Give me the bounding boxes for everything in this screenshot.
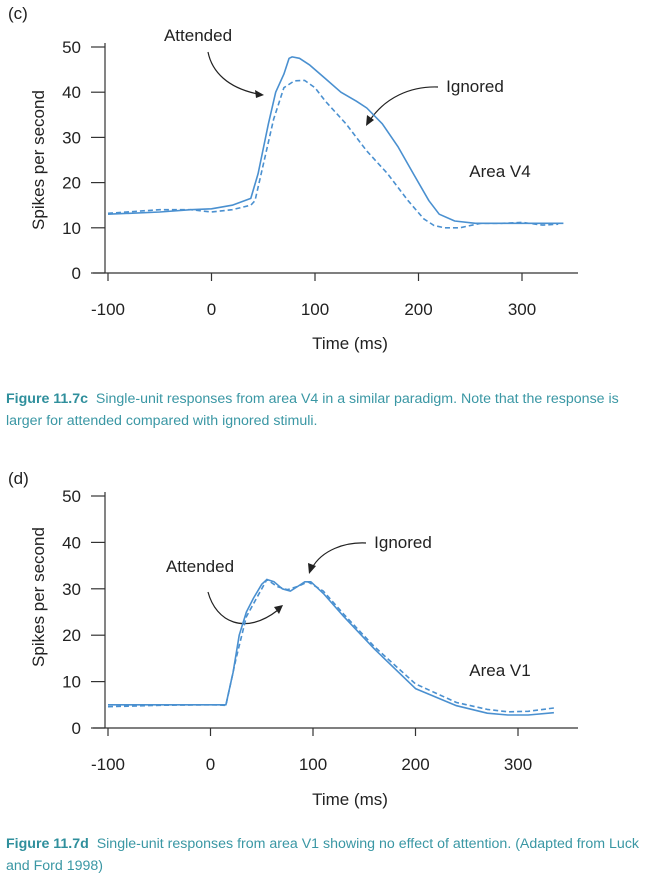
x-tick-label: 0 — [206, 755, 215, 774]
attended-label: Attended — [166, 557, 234, 576]
y-tick-label: 10 — [62, 673, 81, 692]
y-tick-label: 40 — [62, 83, 81, 102]
figure-caption-d: Figure 11.7d Single-unit responses from … — [6, 833, 658, 877]
attended-annotation-arrow — [207, 591, 283, 625]
x-axis-label: Time (ms) — [312, 334, 388, 353]
y-tick-label: 40 — [62, 533, 81, 552]
panel-letter: (c) — [8, 4, 28, 23]
axes: 0 10 20 30 40 50 -100 0 100 200 300 — [62, 487, 578, 774]
caption-text: Single-unit responses from area V1 showi… — [6, 836, 640, 874]
x-axis-label: Time (ms) — [312, 790, 388, 809]
y-tick-label: 30 — [62, 580, 81, 599]
ignored-label: Ignored — [374, 533, 432, 552]
series-line-ignored — [107, 79, 559, 229]
x-tick-label: 0 — [207, 300, 216, 319]
series-line-attended — [108, 578, 554, 716]
series-line-attended — [107, 56, 564, 225]
ignored-label: Ignored — [446, 77, 504, 96]
ignored-annotation-arrow — [308, 542, 367, 574]
y-tick-label: 20 — [62, 174, 81, 193]
y-tick-label: 30 — [62, 128, 81, 147]
x-tick-label: 200 — [404, 300, 432, 319]
y-tick-label: 50 — [62, 487, 81, 506]
attended-annotation-arrow — [207, 51, 264, 98]
chart-area-v1: (d) Spikes per second Time (ms) Attended… — [8, 469, 578, 809]
panel-letter: (d) — [8, 469, 29, 488]
caption-figure-number: Figure 11.7c — [6, 391, 89, 407]
figure-caption-c: Figure 11.7c Single-unit responses from … — [6, 388, 658, 432]
series-line-ignored — [107, 578, 555, 713]
x-tick-label: 300 — [504, 755, 532, 774]
ignored-annotation-arrow — [366, 86, 439, 126]
x-tick-label: -100 — [91, 755, 125, 774]
y-axis-label: Spikes per second — [29, 90, 48, 230]
y-tick-label: 20 — [62, 626, 81, 645]
area-label: Area V1 — [469, 661, 530, 680]
x-tick-label: 200 — [401, 755, 429, 774]
axes: 0 10 20 30 40 50 -100 0 100 200 300 — [62, 38, 578, 319]
area-label: Area V4 — [469, 162, 530, 181]
chart-area-v4: (c) Spikes per second Time (ms) Attended… — [8, 4, 578, 353]
y-tick-label: 10 — [62, 219, 81, 238]
attended-label: Attended — [164, 26, 232, 45]
x-tick-label: -100 — [91, 300, 125, 319]
y-tick-label: 50 — [62, 38, 81, 57]
y-axis-label: Spikes per second — [29, 527, 48, 667]
caption-text: Single-unit responses from area V4 in a … — [6, 391, 619, 429]
y-tick-label: 0 — [72, 264, 81, 283]
x-tick-label: 100 — [299, 755, 327, 774]
x-tick-label: 100 — [301, 300, 329, 319]
caption-figure-number: Figure 11.7d — [6, 836, 89, 852]
y-tick-label: 0 — [72, 719, 81, 738]
x-tick-label: 300 — [508, 300, 536, 319]
